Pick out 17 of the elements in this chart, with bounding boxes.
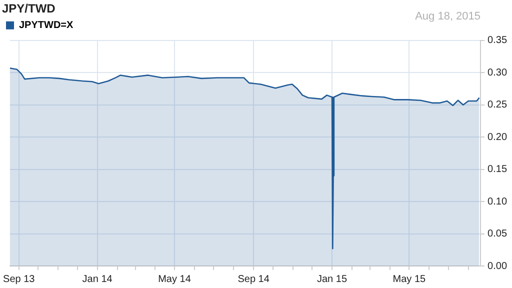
legend-label: JPYTWD=X [19, 20, 74, 32]
x-tick-label: Sep 14 [238, 274, 270, 285]
y-tick-label: 0.15 [488, 164, 508, 176]
x-tick-label: Sep 13 [3, 274, 36, 285]
x-tick-label: May 14 [158, 274, 192, 285]
y-tick-label: 0.00 [488, 260, 508, 272]
y-tick-label: 0.30 [488, 67, 508, 78]
y-tick-label: 0.25 [488, 100, 508, 111]
y-tick-label: 0.10 [488, 196, 508, 208]
x-tick-label: Jan 14 [82, 274, 113, 285]
x-tick-label: May 15 [392, 274, 426, 285]
y-tick-label: 0.05 [488, 228, 508, 240]
text: Aug 18, 2015 [415, 10, 481, 23]
x-tick-label: Jan 15 [316, 274, 348, 285]
y-tick-label: 0.20 [488, 132, 508, 143]
y-tick-label: 0.35 [488, 35, 508, 46]
chart-title: JPY/TWD [2, 2, 56, 16]
